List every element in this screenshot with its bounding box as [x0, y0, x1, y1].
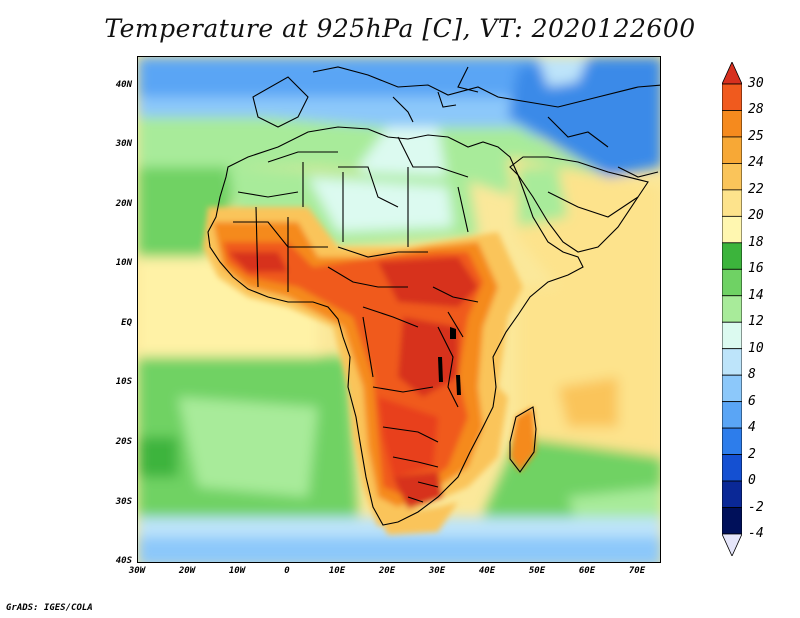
colorbar-segment	[722, 83, 742, 111]
colorbar-segment	[722, 215, 742, 244]
temperature-map	[137, 56, 661, 563]
colorbar-tick-label: 30	[748, 76, 764, 91]
colorbar-bottom-arrow	[722, 533, 742, 556]
lon-label-0: 0	[284, 566, 290, 576]
lon-label-40e: 40E	[478, 566, 496, 576]
colorbar-tick-label: 16	[748, 261, 764, 277]
colorbar-segment	[722, 348, 742, 376]
colorbar-segment	[722, 110, 742, 138]
colorbar-tick-label: 25	[748, 128, 764, 144]
colorbar-segment	[722, 242, 742, 270]
colorbar-tick-label: 20	[748, 208, 764, 224]
colorbar-tick-label: 8	[748, 367, 756, 383]
lat-label-20n: 20N	[115, 199, 132, 209]
colorbar-segment	[722, 189, 742, 217]
lakes	[438, 327, 461, 395]
colorbar-tick-label: 4	[748, 420, 756, 436]
colorbar-tick-label: -4	[748, 526, 764, 541]
coastlines	[207, 66, 660, 526]
grads-credit: GrADS: IGES/COLA	[6, 603, 93, 613]
colorbar-segment	[722, 136, 742, 164]
lon-label-50e: 50E	[528, 566, 546, 576]
colorbar-top-arrow	[722, 62, 742, 85]
lon-label-20w: 20W	[178, 566, 196, 576]
land-temperature-field	[203, 207, 536, 535]
colorbar-segment	[722, 374, 742, 403]
lon-label-60e: 60E	[578, 566, 596, 576]
colorbar-tick-label: 2	[748, 446, 756, 462]
lat-label-40s: 40S	[115, 556, 132, 566]
lon-label-30w: 30W	[128, 566, 146, 576]
lat-label-10s: 10S	[115, 377, 132, 387]
lon-label-10w: 10W	[228, 566, 246, 576]
colorbar-segment	[722, 454, 742, 482]
colorbar-tick-label: 24	[748, 155, 764, 171]
lat-label-30s: 30S	[115, 497, 132, 507]
lon-label-10e: 10E	[328, 566, 346, 576]
colorbar-tick-label: 0	[748, 473, 756, 489]
chart-title: Temperature at 925hPa [C], VT: 202012260…	[104, 14, 696, 43]
colorbar-tick-label: 18	[748, 234, 764, 250]
lat-label-20s: 20S	[115, 437, 132, 447]
colorbar-tick-label: 10	[748, 340, 764, 356]
lon-label-70e: 70E	[628, 566, 646, 576]
map-canvas	[138, 57, 660, 562]
colorbar-segment	[722, 295, 742, 323]
lat-label-10n: 10N	[115, 258, 132, 268]
colorbar-segment	[722, 321, 742, 350]
colorbar-segment	[722, 268, 742, 297]
colorbar-segment	[722, 507, 742, 535]
lat-label-eq: EQ	[121, 318, 132, 328]
colorbar-tick-label: -2	[748, 499, 764, 515]
colorbar-segment	[722, 480, 742, 508]
lat-label-30n: 30N	[115, 139, 132, 149]
colorbar-segment	[722, 401, 742, 429]
colorbar-segment	[722, 427, 742, 455]
colorbar-tick-label: 28	[748, 102, 764, 118]
colorbar	[722, 62, 742, 556]
lon-label-30e: 30E	[428, 566, 446, 576]
lon-label-20e: 20E	[378, 566, 396, 576]
colorbar-tick-label: 14	[748, 287, 764, 303]
colorbar-tick-label: 12	[748, 314, 764, 330]
colorbar-segment	[722, 163, 742, 191]
lat-label-40n: 40N	[115, 80, 132, 90]
colorbar-tick-label: 6	[748, 393, 756, 409]
colorbar-tick-label: 22	[748, 181, 764, 197]
